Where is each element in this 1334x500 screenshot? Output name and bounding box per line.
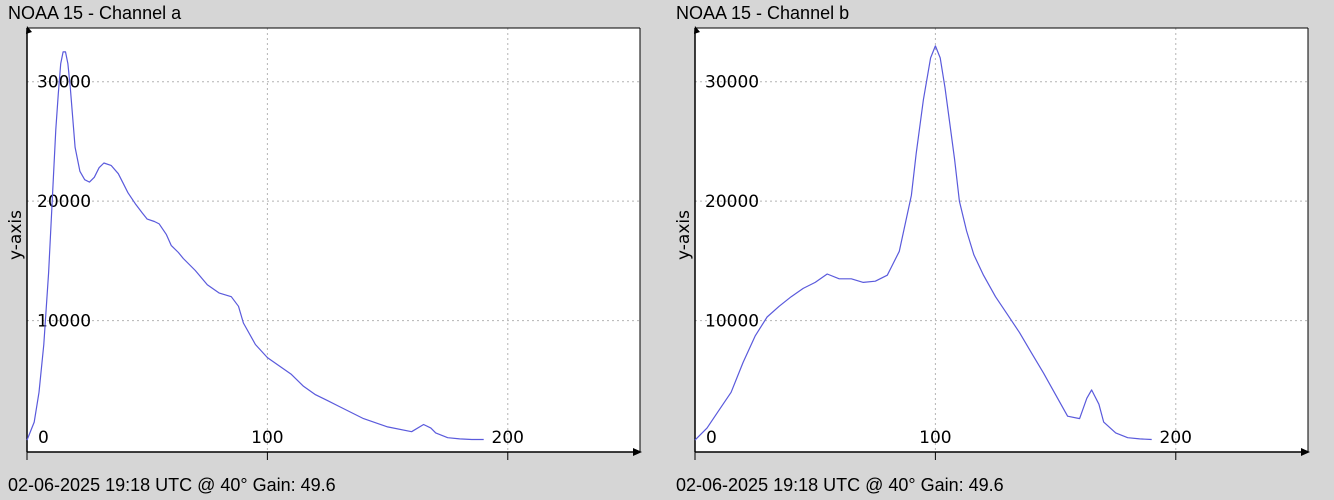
chart-footer-timestamp: 02-06-2025 19:18 UTC @ 40° Gain: 49.6 <box>8 475 336 495</box>
x-tick-label: 200 <box>1160 428 1192 448</box>
y-tick-label: 30000 <box>37 73 91 93</box>
y-axis-label: y-axis <box>6 210 26 260</box>
y-tick-label: 10000 <box>705 312 759 332</box>
line-chart-channel-b: 0 100 200 10000 20000 30000 y-axis <box>674 26 1310 460</box>
chart-footer-timestamp: 02-06-2025 19:18 UTC @ 40° Gain: 49.6 <box>676 475 1004 495</box>
series-line <box>26 51 484 441</box>
plot-area <box>695 28 1308 452</box>
plot-area <box>27 28 640 452</box>
x-tick-label: 100 <box>919 428 951 448</box>
y-axis-label: y-axis <box>674 210 694 260</box>
y-axis-arrow-icon <box>694 26 700 34</box>
x-axis-arrow-icon <box>633 448 642 456</box>
x-axis-arrow-icon <box>1301 448 1310 456</box>
x-tick-label: 100 <box>251 428 283 448</box>
series-line <box>694 45 1152 441</box>
x-tick-label: 0 <box>38 428 49 448</box>
y-tick-label: 10000 <box>37 312 91 332</box>
y-tick-label: 20000 <box>37 192 91 212</box>
chart-panel-channel-b: NOAA 15 - Channel b 0 100 200 10000 20000 300… <box>668 0 1318 500</box>
y-tick-label: 30000 <box>705 73 759 93</box>
chart-title: NOAA 15 - Channel b <box>676 3 850 23</box>
y-tick-label: 20000 <box>705 192 759 212</box>
x-tick-label: 0 <box>706 428 717 448</box>
line-chart-channel-a: 0 100 200 10000 20000 30000 y-axis <box>6 26 642 460</box>
x-tick-label: 200 <box>492 428 524 448</box>
y-axis-arrow-icon <box>26 26 32 34</box>
chart-panel-channel-a: NOAA 15 - Channel a 0 100 200 10000 20000 300… <box>0 0 650 500</box>
chart-title: NOAA 15 - Channel a <box>8 3 182 23</box>
